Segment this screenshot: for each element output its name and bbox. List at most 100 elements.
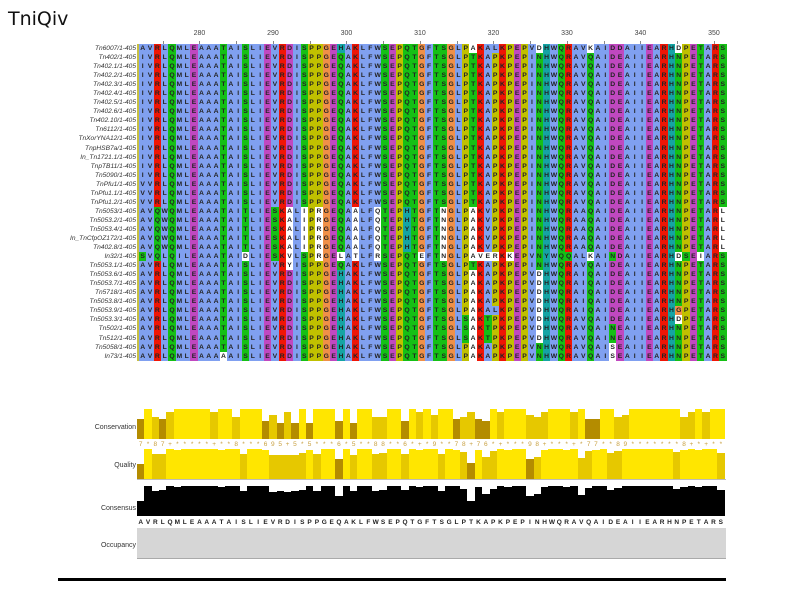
sequence-name[interactable]: In_TnCfpOZ172/1-405 [70, 234, 136, 242]
track-bar [394, 409, 402, 439]
residue-cell: L [161, 351, 169, 361]
residue-cell: D [609, 224, 617, 234]
residue-cell: P [506, 62, 514, 72]
residue-cell: G [447, 315, 455, 325]
residue-cell: A [653, 288, 661, 298]
sequence-name[interactable]: Tn6112/1-405 [95, 126, 136, 134]
residue-cell: L [454, 125, 463, 135]
sequence-name[interactable]: Tn5058/1-405 [94, 343, 136, 351]
residue-cell: R [711, 315, 720, 325]
sequence-name[interactable]: Tn5053.6/1-405 [89, 271, 136, 279]
residue-cell: A [704, 324, 712, 334]
residue-cell: P [491, 62, 499, 72]
track-bar [247, 486, 255, 516]
sequence-name[interactable]: Tn5090/1-405 [94, 171, 136, 179]
sequence-name[interactable]: TnXorYNA12/1-405 [78, 135, 136, 143]
residue-cell: I [234, 53, 242, 63]
sequence-name[interactable]: Tn512/1-405 [98, 334, 136, 342]
sequence-name[interactable]: Tn6007/1-405 [94, 45, 136, 52]
residue-cell: I [139, 71, 147, 81]
residue-cell: T [432, 315, 441, 325]
sequence-name[interactable]: Tn502/1-405 [98, 325, 136, 333]
sequence-name[interactable]: TnPfu1.2/1-405 [90, 198, 136, 206]
residue-cell: P [307, 224, 316, 234]
sequence-name[interactable]: Tn402.8/1-405 [93, 244, 136, 252]
residue-cell: L [454, 53, 463, 63]
sequence-name[interactable]: Tn5718/1-405 [94, 289, 136, 297]
residue-cell: E [689, 252, 698, 262]
ruler-tick [603, 41, 605, 44]
residue-cell: L [454, 116, 463, 126]
residue-cell: A [212, 270, 220, 280]
sequence-name[interactable]: Tn402.2/1-405 [93, 72, 136, 80]
residue-cell: K [498, 98, 507, 108]
residue-cell: E [329, 270, 338, 280]
residue-cell: E [689, 107, 698, 117]
residue-cell: A [205, 152, 213, 162]
residue-cell: H [542, 44, 551, 54]
residue-cell: T [432, 44, 441, 54]
residue-cell: E [484, 252, 492, 262]
sequence-name[interactable]: In_Tn1721.1/1-405 [80, 153, 136, 161]
residue-cell: P [506, 107, 514, 117]
residue-cell: I [601, 116, 609, 126]
sequence-name[interactable]: In32/1-405 [104, 253, 136, 261]
residue-cell: L [454, 215, 463, 225]
sequence-name[interactable]: Tn402.3/1-405 [93, 81, 136, 89]
residue-cell: A [594, 143, 602, 153]
sequence-name[interactable]: Tn5053.3/1-405 [89, 316, 136, 324]
sequence-name[interactable]: TnpTB11/1-405 [90, 162, 136, 170]
consensus-residue: E [388, 519, 393, 526]
residue-cell: P [307, 152, 316, 162]
sequence-name[interactable]: Tn5053.7/1-405 [89, 280, 136, 288]
residue-cell: K [476, 333, 485, 343]
sequence-name[interactable]: Tn5053.8/1-405 [89, 298, 136, 306]
sequence-name[interactable]: Tn402.6/1-405 [93, 108, 136, 116]
sequence-name[interactable]: Tn5053.9/1-405 [89, 307, 136, 315]
sequence-name[interactable]: Tn402.10/1-405 [89, 117, 136, 125]
residue-cell: N [675, 342, 683, 352]
sequence-name[interactable]: TnpHSB7a/1-405 [85, 144, 136, 152]
sequence-name[interactable]: TnPfu1.1/1-405 [90, 189, 136, 197]
residue-cell: F [425, 80, 433, 90]
sequence-name[interactable]: In73/1-405 [104, 352, 136, 360]
residue-cell: A [469, 215, 477, 225]
residue-cell: L [161, 170, 169, 180]
residue-cell: D [285, 143, 294, 153]
residue-cell: A [212, 134, 220, 144]
residue-cell: R [711, 270, 720, 280]
residue-cell: N [675, 116, 683, 126]
residue-cell: N [609, 252, 617, 262]
residue-cell: F [366, 53, 374, 63]
residue-cell: T [469, 53, 477, 63]
track-bar [320, 409, 328, 439]
residue-cell: E [689, 188, 698, 198]
residue-cell: S [440, 107, 448, 117]
sequence-name[interactable]: Tn402.4/1-405 [93, 90, 136, 98]
sequence-name[interactable]: Tn5053.1/1-405 [89, 262, 136, 270]
residue-cell: R [315, 243, 323, 253]
sequence-name[interactable]: TnPfu1/1-405 [96, 180, 136, 188]
residue-cell: A [227, 71, 235, 81]
residue-cell: E [388, 125, 397, 135]
residue-cell: T [697, 179, 705, 189]
residue-cell: L [249, 306, 257, 316]
residue-cell: V [146, 80, 154, 90]
sequence-name[interactable]: Tn5053.4/1-405 [89, 225, 136, 233]
residue-cell: F [425, 279, 433, 289]
track-bar [452, 418, 461, 439]
residue-cell: K [498, 71, 507, 81]
sequence-name[interactable]: Tn402.1/1-405 [93, 63, 136, 71]
residue-cell: S [271, 243, 279, 253]
residue-cell: P [682, 80, 690, 90]
sequence-name[interactable]: Tn402/1-405 [98, 54, 136, 62]
residue-cell: V [146, 333, 154, 343]
residue-cell: T [432, 243, 441, 253]
sequence-name[interactable]: Tn402.5/1-405 [93, 99, 136, 107]
residue-cell: K [476, 170, 485, 180]
residue-cell: I [579, 270, 587, 280]
sequence-name[interactable]: Tn5053/1-405 [94, 207, 136, 215]
sequence-name[interactable]: Tn5053.2/1-405 [89, 216, 136, 224]
conservation-track [137, 409, 726, 439]
